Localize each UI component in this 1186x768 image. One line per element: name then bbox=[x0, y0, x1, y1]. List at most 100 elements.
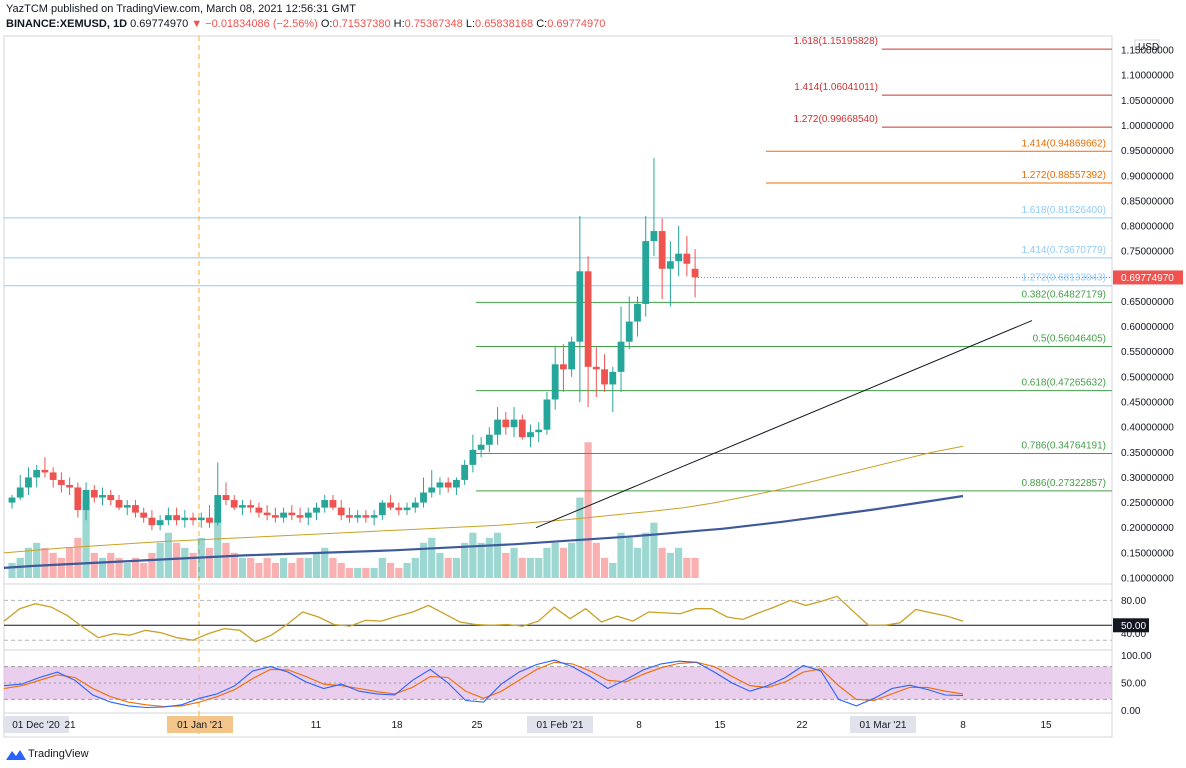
volume-bar bbox=[98, 557, 107, 578]
footer: TradingView bbox=[0, 742, 1186, 768]
candle-body bbox=[576, 271, 584, 342]
volume-bar bbox=[576, 497, 584, 578]
volume-bar bbox=[90, 552, 98, 578]
close-value: 0.69774970 bbox=[547, 18, 606, 30]
candle-body bbox=[99, 495, 106, 498]
candle-body bbox=[33, 469, 41, 478]
volume-bar bbox=[74, 537, 82, 578]
volume-bar bbox=[16, 557, 24, 578]
candle-body bbox=[255, 507, 263, 513]
candle-body bbox=[625, 321, 633, 342]
candle-body bbox=[321, 500, 329, 508]
volume-bar bbox=[181, 547, 189, 578]
volume-bar bbox=[321, 547, 329, 578]
x-tick-label: 25 bbox=[471, 720, 483, 731]
x-tick-box bbox=[3, 716, 69, 733]
x-tick-label: 01 Mar '21 bbox=[860, 720, 907, 731]
candle-body bbox=[518, 419, 526, 438]
moving-average-slow bbox=[3, 494, 964, 569]
y-tick-label: 0.10000000 bbox=[1121, 574, 1174, 585]
candle-body bbox=[601, 369, 608, 385]
candle-body bbox=[428, 487, 436, 493]
volume-bar bbox=[502, 552, 510, 578]
volume-bar bbox=[354, 567, 362, 578]
volume-bar bbox=[650, 522, 658, 578]
candle-body bbox=[57, 479, 65, 485]
volume-bar bbox=[642, 532, 650, 578]
stoch-tick-label: 100.00 bbox=[1121, 651, 1152, 662]
candle-body bbox=[107, 495, 115, 501]
high-value: 0.75367348 bbox=[404, 18, 463, 30]
candle-body bbox=[41, 469, 49, 473]
volume-bar bbox=[452, 557, 461, 578]
candle-body bbox=[304, 512, 312, 518]
volume-bar bbox=[551, 542, 559, 578]
volume-bar bbox=[123, 562, 131, 578]
x-tick-label: 8 bbox=[636, 720, 642, 731]
x-tick-label: 21 bbox=[64, 720, 76, 731]
chart-header: YazTCM published on TradingView.com, Mar… bbox=[0, 0, 1186, 34]
candle-body bbox=[354, 515, 362, 518]
x-tick-label: 01 Dec '20 bbox=[12, 720, 60, 731]
volume-bar bbox=[691, 557, 699, 578]
volume-bar bbox=[568, 542, 576, 578]
y-tick-label: 0.45000000 bbox=[1121, 398, 1174, 409]
candle-body bbox=[337, 507, 345, 516]
fib-level-label: 1.272(0.68133043) bbox=[1021, 273, 1106, 284]
high-label: H: bbox=[393, 18, 405, 30]
volume-bar bbox=[395, 567, 403, 578]
candle-body bbox=[206, 517, 213, 523]
candle-body bbox=[74, 487, 82, 511]
y-tick-label: 0.15000000 bbox=[1121, 548, 1174, 559]
fib-level-label: 0.786(0.34764191) bbox=[1021, 440, 1106, 451]
candle-body bbox=[16, 487, 24, 498]
candle-body bbox=[230, 500, 238, 508]
volume-bar bbox=[510, 547, 518, 578]
volume-bar bbox=[411, 557, 419, 578]
volume-bar bbox=[164, 532, 172, 578]
candle-body bbox=[239, 505, 246, 508]
candle-body bbox=[403, 507, 411, 511]
volume-bar bbox=[617, 532, 625, 578]
candle-body bbox=[378, 502, 386, 516]
currency-label: USD bbox=[1138, 42, 1159, 53]
x-tick-label: 15 bbox=[714, 720, 726, 731]
candle-body bbox=[436, 482, 444, 488]
x-tick-label: 01 Feb '21 bbox=[537, 720, 584, 731]
candle-body bbox=[156, 520, 164, 526]
moving-average-fast bbox=[3, 445, 964, 554]
y-tick-label: 0.50000000 bbox=[1121, 372, 1174, 383]
volume-bar bbox=[436, 552, 444, 578]
x-tick-box bbox=[850, 716, 916, 733]
volume-bar bbox=[296, 557, 304, 578]
y-tick-label: 1.15000000 bbox=[1121, 46, 1174, 57]
fib-level-label: 0.382(0.64827179) bbox=[1021, 289, 1106, 300]
volume-bar bbox=[312, 552, 321, 578]
y-tick-label: 0.75000000 bbox=[1121, 247, 1174, 258]
candle-body bbox=[173, 515, 180, 521]
volume-bar bbox=[24, 547, 33, 578]
y-tick-label: 0.80000000 bbox=[1121, 222, 1174, 233]
volume-bar bbox=[131, 557, 140, 578]
x-tick-label: 8 bbox=[960, 720, 966, 731]
candle-body bbox=[66, 484, 74, 488]
volume-bar bbox=[543, 547, 551, 578]
candle-body bbox=[453, 479, 460, 488]
price-value: 0.69774970 bbox=[130, 18, 189, 30]
y-tick-label: 1.10000000 bbox=[1121, 71, 1174, 82]
volume-bar bbox=[600, 557, 609, 578]
y-tick-label: 0.20000000 bbox=[1121, 523, 1174, 534]
candle-body bbox=[617, 341, 625, 372]
y-tick-label: 0.65000000 bbox=[1121, 297, 1174, 308]
fib-level-label: 1.618(1.15195828) bbox=[793, 36, 878, 47]
candle-body bbox=[535, 429, 543, 433]
x-tick-label: 22 bbox=[796, 720, 808, 731]
candle-body bbox=[247, 505, 255, 508]
candle-body bbox=[502, 419, 510, 428]
candle-body bbox=[123, 505, 131, 508]
volume-bar bbox=[477, 542, 485, 578]
candle-body bbox=[222, 495, 230, 501]
volume-bar bbox=[140, 562, 148, 578]
volume-bar bbox=[279, 557, 288, 578]
